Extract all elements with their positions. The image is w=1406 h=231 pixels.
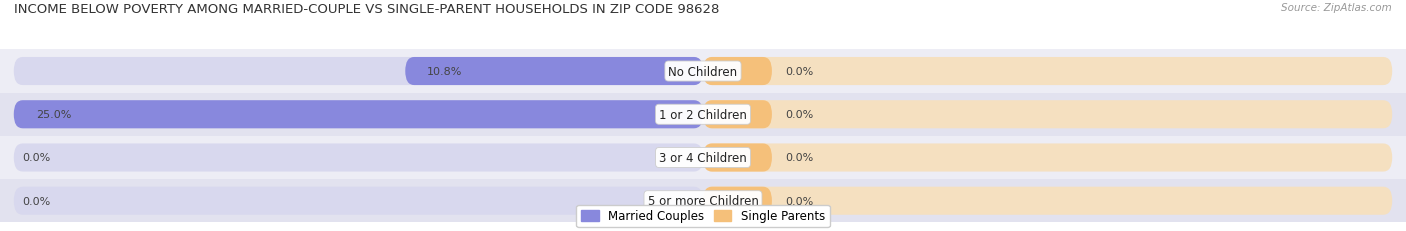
FancyBboxPatch shape [14,58,703,86]
FancyBboxPatch shape [14,101,703,129]
Bar [0,93,1406,136]
Text: 0.0%: 0.0% [22,153,51,163]
Bar [0,179,1406,222]
FancyBboxPatch shape [703,187,1392,215]
Text: 3 or 4 Children: 3 or 4 Children [659,151,747,164]
Text: 0.0%: 0.0% [786,110,814,120]
Text: 0.0%: 0.0% [22,196,51,206]
FancyBboxPatch shape [703,101,1392,129]
FancyBboxPatch shape [703,144,1392,172]
Text: 1 or 2 Children: 1 or 2 Children [659,108,747,121]
FancyBboxPatch shape [703,58,1392,86]
Text: 0.0%: 0.0% [786,153,814,163]
FancyBboxPatch shape [14,187,703,215]
FancyBboxPatch shape [703,144,772,172]
Text: 10.8%: 10.8% [427,67,463,77]
Legend: Married Couples, Single Parents: Married Couples, Single Parents [576,205,830,227]
FancyBboxPatch shape [703,187,772,215]
Text: No Children: No Children [668,65,738,78]
FancyBboxPatch shape [703,58,772,86]
FancyBboxPatch shape [14,144,703,172]
Text: 0.0%: 0.0% [786,67,814,77]
FancyBboxPatch shape [405,58,703,86]
FancyBboxPatch shape [14,101,703,129]
Text: 0.0%: 0.0% [786,196,814,206]
Text: Source: ZipAtlas.com: Source: ZipAtlas.com [1281,3,1392,13]
Text: 25.0%: 25.0% [35,110,72,120]
FancyBboxPatch shape [703,101,772,129]
Text: 5 or more Children: 5 or more Children [648,195,758,207]
Bar [0,136,1406,179]
Bar [0,50,1406,93]
Text: INCOME BELOW POVERTY AMONG MARRIED-COUPLE VS SINGLE-PARENT HOUSEHOLDS IN ZIP COD: INCOME BELOW POVERTY AMONG MARRIED-COUPL… [14,3,720,16]
